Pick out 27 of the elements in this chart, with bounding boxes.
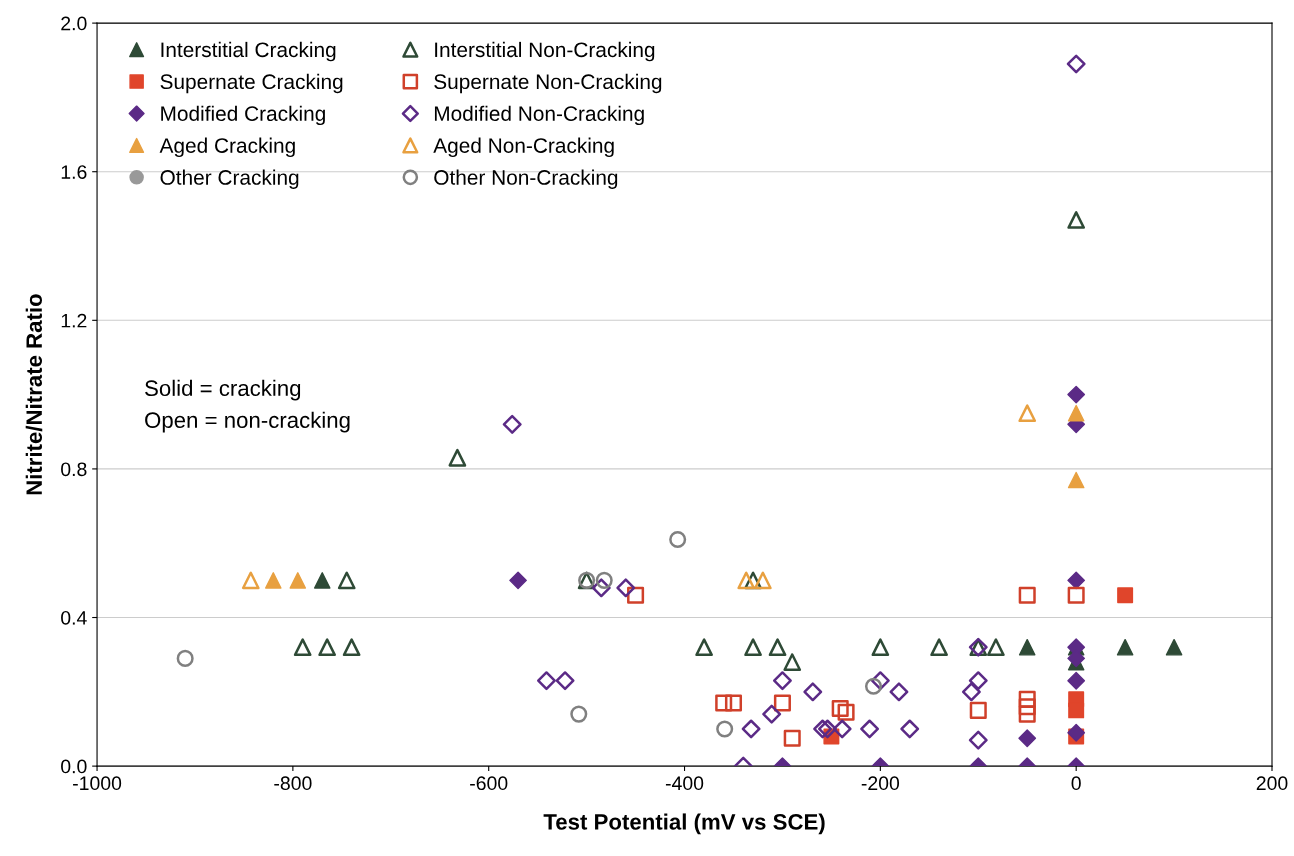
y-tick-label: 2.0 (61, 16, 87, 31)
legend-label: Other Cracking (160, 169, 299, 189)
x-tick-label: -200 (861, 776, 900, 791)
legend-label: Aged Non-Cracking (433, 137, 614, 158)
y-axis-title: Nitrite/Nitrate Ratio (25, 294, 43, 495)
annotation: Open = non-cracking (145, 411, 350, 433)
y-tick-label: 1.6 (61, 165, 87, 179)
legend-label: Interstitial Cracking (161, 41, 336, 62)
x-axis-title: Test Potential (mV vs SCE) (543, 813, 825, 835)
y-tick-label: 0.4 (61, 610, 87, 625)
annotation: Solid = cracking (145, 379, 301, 401)
legend-label: Interstitial Non-Cracking (435, 41, 655, 62)
x-tick-label: -1000 (73, 776, 122, 791)
legend-label: Modified Cracking (161, 105, 325, 126)
legend-label: Other Non-Cracking (434, 169, 618, 189)
y-tick-label: 1.2 (61, 313, 87, 328)
x-tick-label: 200 (1256, 776, 1288, 791)
x-tick-label: -400 (665, 776, 704, 791)
x-tick-label: 0 (1071, 776, 1081, 791)
y-tick-label: 0.8 (61, 462, 87, 477)
x-tick-label: -800 (274, 776, 312, 791)
legend-label: Supernate Cracking (160, 73, 343, 94)
legend-label: Supernate Non-Cracking (434, 73, 662, 94)
y-tick-label: 0.0 (61, 759, 87, 774)
legend-label: Modified Non-Cracking (434, 105, 644, 126)
x-tick-label: -600 (470, 776, 508, 791)
legend-label: Aged Cracking (159, 137, 295, 158)
